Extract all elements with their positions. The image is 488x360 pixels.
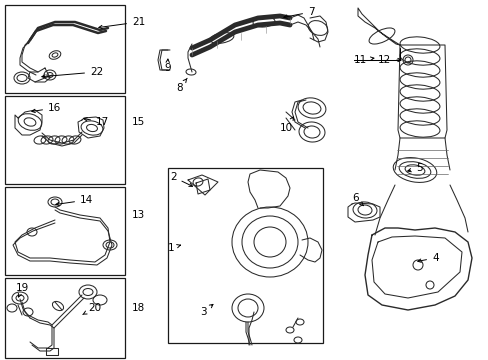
Text: 22: 22: [42, 67, 103, 78]
Text: 16: 16: [32, 103, 61, 113]
Text: 15: 15: [132, 117, 145, 127]
Bar: [5, 5, 125, 93]
Bar: [5, 187, 125, 275]
Text: 18: 18: [132, 303, 145, 313]
Text: 13: 13: [132, 210, 145, 220]
Text: 19: 19: [16, 283, 29, 297]
Text: 11: 11: [353, 55, 373, 65]
Text: 6: 6: [351, 193, 363, 206]
Text: 1: 1: [168, 243, 180, 253]
Text: 8: 8: [176, 78, 187, 93]
Text: 4: 4: [417, 253, 438, 263]
Text: 21: 21: [99, 17, 145, 29]
Bar: [5, 96, 125, 184]
Text: 20: 20: [82, 303, 101, 315]
Text: 10: 10: [280, 117, 293, 133]
Text: 17: 17: [83, 117, 109, 127]
Bar: [168, 168, 323, 343]
Text: 12: 12: [377, 55, 400, 65]
Text: 3: 3: [200, 305, 213, 317]
Bar: [5, 278, 125, 358]
Text: 9: 9: [163, 59, 170, 73]
Text: 7: 7: [283, 7, 314, 18]
Text: 14: 14: [56, 195, 93, 206]
Text: 5: 5: [407, 163, 422, 173]
Text: 2: 2: [170, 172, 192, 186]
